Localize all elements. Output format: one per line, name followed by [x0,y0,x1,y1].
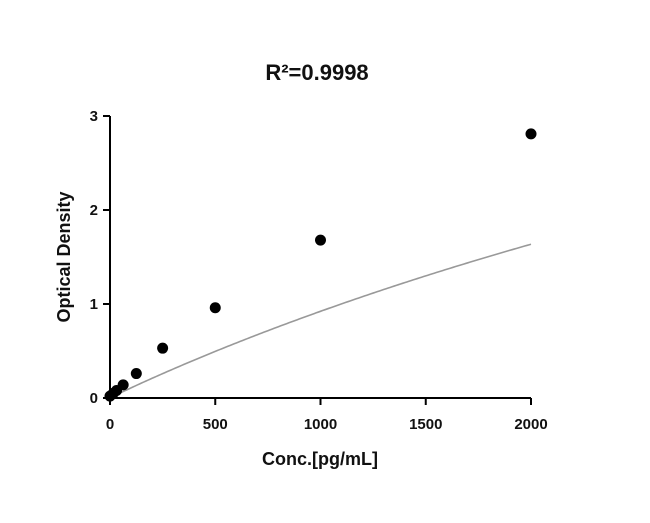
data-points [104,128,537,402]
data-point [130,368,142,380]
data-point [157,342,169,354]
data-point [117,379,129,391]
x-tick-label: 500 [203,416,228,433]
x-axis-label: Conc.[pg/mL] [262,449,378,469]
chart-title: R²=0.9998 [265,60,368,85]
fit-curve [109,243,532,399]
x-ticks: 0 500 1000 1500 2000 [106,398,548,433]
y-tick-label: 0 [90,390,98,407]
x-tick-label: 1500 [409,416,442,433]
axes [109,116,531,399]
data-point [209,302,221,314]
y-tick-label: 1 [90,296,98,313]
y-tick-label: 3 [90,108,98,125]
y-axis-label: Optical Density [54,191,74,322]
y-ticks: 0 1 2 3 [90,108,110,407]
y-tick-label: 2 [90,202,98,219]
x-tick-label: 2000 [514,416,547,433]
data-point [315,234,326,246]
x-tick-label: 0 [106,416,114,433]
x-tick-label: 1000 [304,416,337,433]
data-point [525,128,537,140]
